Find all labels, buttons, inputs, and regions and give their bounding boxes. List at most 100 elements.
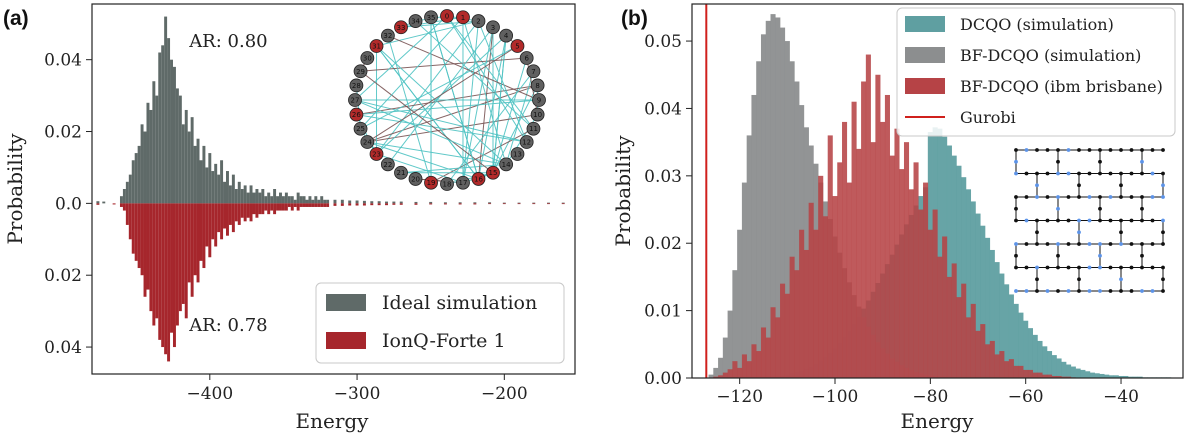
ideal-bar — [458, 202, 462, 204]
ionq-bar — [155, 203, 159, 319]
graph-node — [394, 20, 408, 35]
lattice-node — [1119, 171, 1123, 176]
ideal-bar — [333, 199, 337, 204]
bf-ibm-bar — [713, 376, 719, 378]
legend-label-ideal: Ideal simulation — [382, 292, 537, 314]
ionq-bar — [385, 203, 388, 206]
graph-node-label: 17 — [459, 179, 468, 187]
ionq-bar — [137, 203, 141, 269]
dcqo-bar — [1042, 346, 1048, 378]
lattice-node — [1161, 230, 1165, 235]
ionq-bar — [255, 203, 259, 218]
dcqo-bar — [1132, 376, 1138, 378]
ionq-bar — [228, 203, 232, 225]
lattice-node — [1161, 242, 1165, 246]
ionq-bar — [181, 203, 185, 304]
lattice-node — [1024, 171, 1029, 176]
bf-ibm-bar — [923, 182, 929, 378]
lattice-node — [1150, 218, 1155, 223]
bf-ibm-bar — [784, 293, 790, 378]
graph-node — [471, 172, 486, 186]
panel-label-b: (b) — [621, 7, 648, 30]
bf-ibm-bar — [884, 94, 890, 379]
graph-node-label: 7 — [531, 68, 535, 76]
graph-edge — [367, 84, 538, 143]
legend-label-ionq: IonQ-Forte 1 — [382, 330, 506, 352]
lattice-node — [1045, 218, 1050, 223]
lattice-node — [1098, 218, 1102, 223]
ionq-bar — [517, 203, 521, 205]
graph-node-label: 23 — [372, 150, 381, 158]
lattice-node — [1098, 242, 1102, 246]
ideal-bar — [223, 181, 227, 204]
bf-ibm-bar — [756, 351, 762, 378]
graph-node-label: 6 — [524, 55, 529, 63]
bf-ibm-bar — [889, 155, 895, 378]
graph-node-label: 13 — [513, 150, 522, 158]
ideal-bar — [237, 181, 241, 204]
bf-ibm-bar — [808, 202, 814, 378]
legend-label-bf-sim: BF-DCQO (simulation) — [960, 46, 1141, 65]
ionq-bar — [284, 203, 288, 211]
bf-sim-bar — [775, 17, 781, 378]
bf-sim-bar — [737, 229, 743, 378]
graph-node-label: 11 — [529, 125, 538, 133]
graph-node — [526, 64, 541, 79]
ionq-bar — [333, 203, 337, 206]
bf-ibm-bar — [980, 324, 986, 378]
bf-ibm-bar — [870, 142, 876, 378]
lattice-node — [1161, 171, 1165, 176]
ideal-bar — [122, 189, 126, 204]
dcqo-bar — [1075, 368, 1081, 378]
lattice-node — [1140, 242, 1144, 246]
graph-edge — [505, 71, 534, 165]
ideal-bar — [258, 192, 262, 204]
ionq-bar — [458, 203, 462, 205]
graph-node — [530, 78, 545, 93]
ideal-bar — [131, 160, 135, 204]
graph-node — [499, 157, 514, 172]
graph-node — [526, 121, 541, 136]
ideal-bar — [217, 174, 221, 204]
bf-ibm-bar — [894, 128, 900, 378]
graph-node — [380, 157, 395, 172]
ideal-bar — [172, 66, 176, 204]
ionq-bar — [320, 203, 324, 207]
graph-node — [530, 107, 545, 122]
x-tick-label: −40 — [1103, 387, 1139, 407]
graph-node — [471, 14, 486, 28]
lattice-node — [1129, 289, 1134, 293]
dcqo-bar — [937, 128, 943, 378]
y-tick-label: 0.04 — [44, 338, 82, 358]
ionq-bar — [296, 203, 300, 211]
graph-edge — [355, 85, 362, 129]
graph-node — [424, 10, 438, 25]
bf-sim-bar — [732, 270, 738, 378]
graph-node-label: 27 — [351, 97, 360, 105]
ionq-bar — [199, 203, 203, 261]
lattice-node — [1129, 195, 1134, 199]
dcqo-bar — [975, 213, 981, 378]
ionq-bar — [443, 203, 447, 205]
lattice-node — [1150, 148, 1155, 152]
lattice-node — [1161, 183, 1165, 188]
ionq-bar — [276, 203, 280, 211]
ionq-bar — [164, 203, 168, 355]
lattice-node — [1066, 171, 1071, 176]
graph-node — [360, 51, 375, 65]
ionq-bar — [158, 203, 162, 340]
lattice-node — [1119, 277, 1123, 282]
dcqo-bar — [1056, 358, 1062, 378]
bf-ibm-bar — [794, 270, 800, 378]
dcqo-bar — [946, 145, 952, 378]
ideal-bar — [155, 95, 159, 204]
ionq-bar — [119, 203, 123, 207]
lattice-node — [1066, 148, 1071, 152]
y-tick-label: 0.03 — [644, 167, 682, 187]
lattice-node — [1161, 289, 1165, 293]
lattice-node — [1045, 242, 1050, 246]
bf-ibm-bar — [937, 256, 943, 378]
graph-node-label: 2 — [476, 18, 480, 26]
lattice-node — [1045, 289, 1050, 293]
ideal-bar — [137, 145, 141, 204]
